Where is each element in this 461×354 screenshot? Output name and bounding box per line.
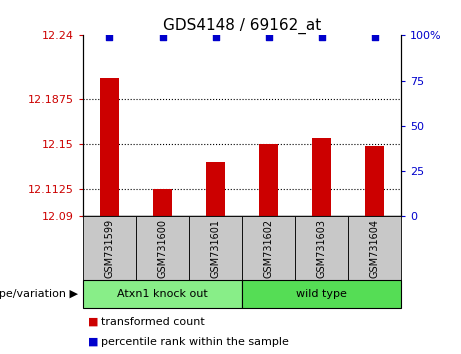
Title: GDS4148 / 69162_at: GDS4148 / 69162_at <box>163 18 321 34</box>
Text: genotype/variation ▶: genotype/variation ▶ <box>0 289 78 299</box>
Text: transformed count: transformed count <box>101 317 205 327</box>
Text: GSM731604: GSM731604 <box>370 219 379 278</box>
Point <box>318 34 325 40</box>
Text: GSM731600: GSM731600 <box>158 219 167 278</box>
Bar <box>365 146 384 216</box>
Text: GSM731603: GSM731603 <box>317 219 326 278</box>
Text: Atxn1 knock out: Atxn1 knock out <box>117 289 208 299</box>
Text: ■: ■ <box>88 317 98 327</box>
Bar <box>153 189 172 216</box>
Point <box>159 34 166 40</box>
Bar <box>100 78 119 216</box>
Point <box>212 34 219 40</box>
Point <box>265 34 272 40</box>
Point <box>106 34 113 40</box>
Point <box>371 34 378 40</box>
Bar <box>206 162 225 216</box>
Text: percentile rank within the sample: percentile rank within the sample <box>101 337 290 347</box>
Text: GSM731601: GSM731601 <box>211 219 220 278</box>
Bar <box>259 144 278 216</box>
Text: wild type: wild type <box>296 289 347 299</box>
Bar <box>312 138 331 216</box>
Text: GSM731602: GSM731602 <box>264 219 273 278</box>
Text: ■: ■ <box>88 337 98 347</box>
Text: GSM731599: GSM731599 <box>105 219 114 278</box>
